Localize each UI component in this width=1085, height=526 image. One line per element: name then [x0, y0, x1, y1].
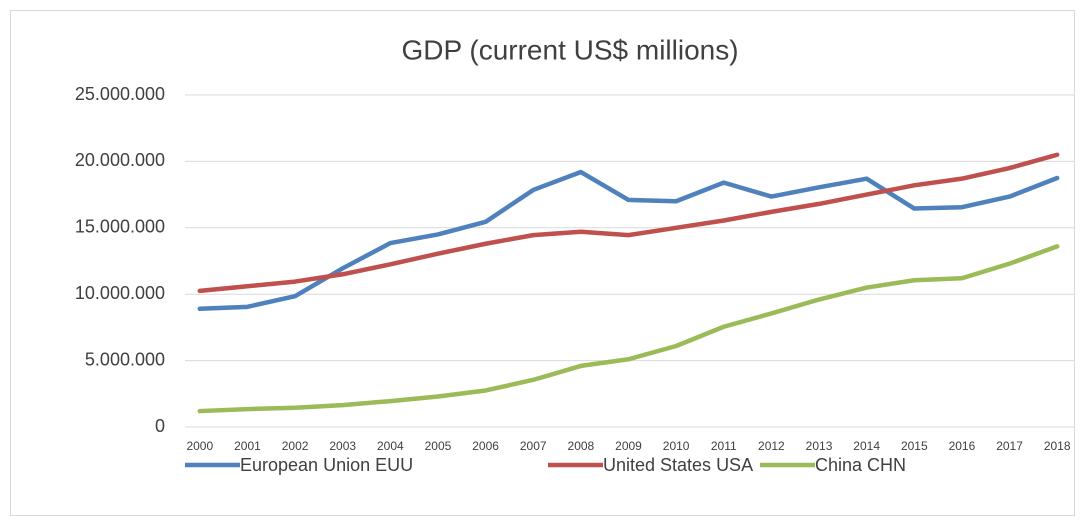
data-line [197, 169, 1060, 312]
data-line [197, 152, 1060, 294]
x-tick-label: 2001 [234, 439, 261, 453]
x-tick-label: 2011 [711, 439, 737, 453]
x-tick-label: 2010 [663, 439, 690, 453]
data-line [197, 244, 1060, 414]
legend-label: China CHN [815, 455, 906, 475]
x-tick-label: 2012 [758, 439, 785, 453]
x-tick-label: 2002 [282, 439, 309, 453]
legend-label: European Union EUU [240, 455, 413, 475]
x-tick-label: 2005 [425, 439, 452, 453]
y-tick-label: 10.000.000 [75, 283, 165, 303]
x-tick-label: 2008 [568, 439, 595, 453]
x-tick-label: 2007 [520, 439, 547, 453]
x-tick-label: 2016 [949, 439, 976, 453]
x-tick-label: 2006 [472, 439, 499, 453]
y-tick-label: 20.000.000 [75, 150, 165, 170]
y-tick-label: 0 [155, 416, 165, 436]
x-tick-label: 2014 [853, 439, 880, 453]
x-tick-label: 2018 [1044, 439, 1071, 453]
x-tick-label: 2015 [901, 439, 928, 453]
x-tick-label: 2003 [329, 439, 356, 453]
x-tick-label: 2009 [615, 439, 642, 453]
x-tick-label: 2000 [186, 439, 213, 453]
legend-label: United States USA [603, 455, 753, 475]
y-tick-label: 5.000.000 [85, 349, 165, 369]
x-tick-label: 2017 [996, 439, 1023, 453]
chart-title: GDP (current US$ millions) [401, 34, 738, 65]
y-tick-label: 15.000.000 [75, 217, 165, 237]
y-tick-label: 25.000.000 [75, 84, 165, 104]
x-tick-label: 2013 [806, 439, 833, 453]
x-tick-label: 2004 [377, 439, 404, 453]
